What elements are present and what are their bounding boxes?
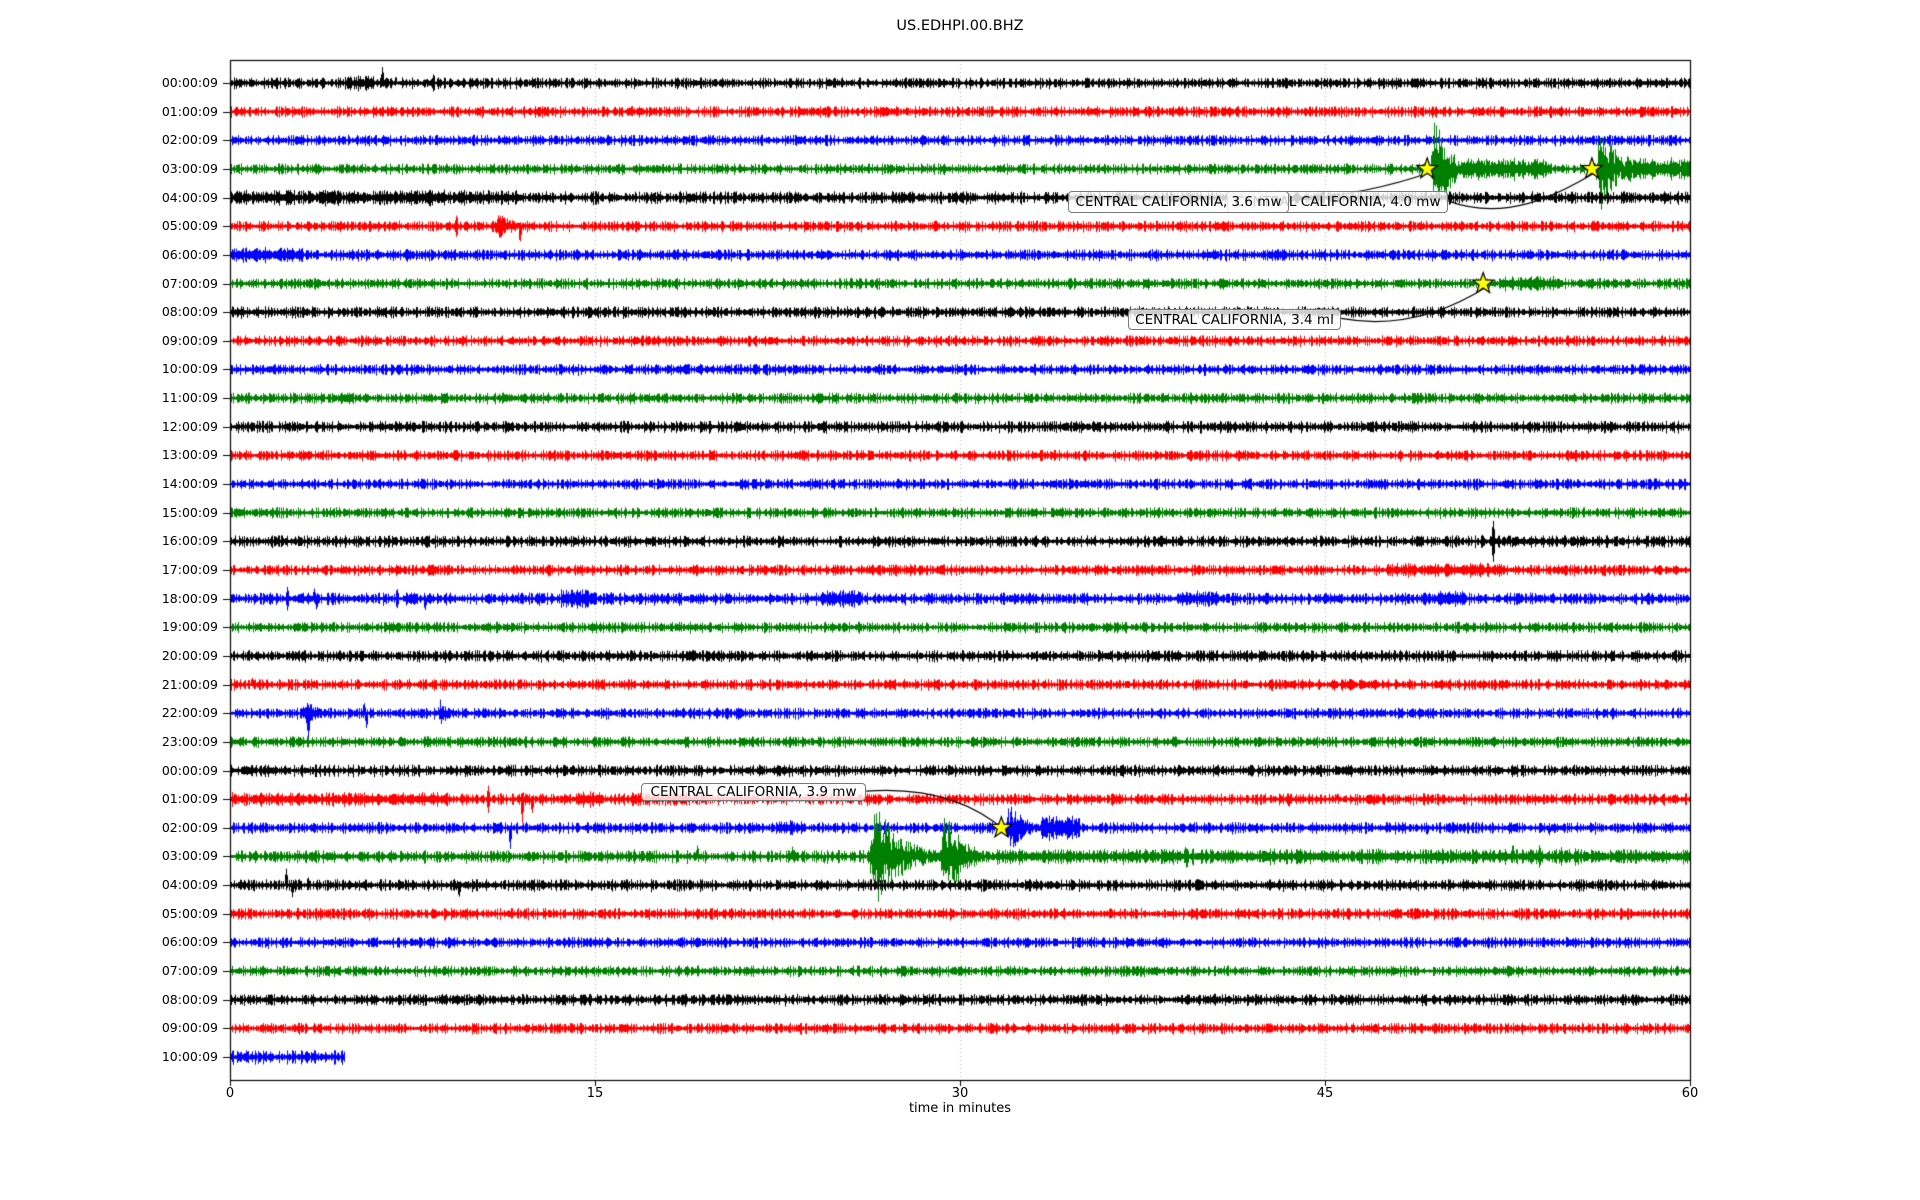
row-label: 04:00:09 <box>161 877 218 893</box>
row-label: 06:00:09 <box>161 934 218 950</box>
row-label: 01:00:09 <box>161 791 218 807</box>
x-tick-label: 60 <box>1681 1086 1699 1101</box>
row-label: 19:00:09 <box>161 619 218 635</box>
row-label: 18:00:09 <box>161 590 218 606</box>
row-label: 15:00:09 <box>161 504 218 520</box>
row-label: 02:00:09 <box>161 132 218 148</box>
row-label: 05:00:09 <box>161 218 218 234</box>
row-label: 03:00:09 <box>161 848 218 864</box>
row-label: 07:00:09 <box>161 963 218 979</box>
row-label: 02:00:09 <box>161 819 218 835</box>
row-label: 13:00:09 <box>161 447 218 463</box>
row-label: 09:00:09 <box>161 1020 218 1036</box>
row-label: 16:00:09 <box>161 533 218 549</box>
row-label: 10:00:09 <box>161 1048 218 1064</box>
chart-title: US.EDHPI.00.BHZ <box>896 18 1024 34</box>
row-label: 03:00:09 <box>161 160 218 176</box>
row-label: 04:00:09 <box>161 189 218 205</box>
row-label: 09:00:09 <box>161 332 218 348</box>
row-label: 08:00:09 <box>161 991 218 1007</box>
x-tick-label: 30 <box>951 1086 969 1101</box>
row-label: 11:00:09 <box>161 390 218 406</box>
event-annotation: CENTRAL CALIFORNIA, 3.9 mw <box>641 783 866 801</box>
x-tick-label: 45 <box>1316 1086 1334 1101</box>
row-label: 17:00:09 <box>161 561 218 577</box>
x-tick-label: 15 <box>586 1086 604 1101</box>
row-label: 07:00:09 <box>161 275 218 291</box>
row-label: 23:00:09 <box>161 733 218 749</box>
event-annotation: CENTRAL CALIFORNIA, 3.6 mw <box>1068 191 1289 213</box>
event-annotation: CENTRAL CALIFORNIA, 3.4 ml <box>1128 309 1341 330</box>
x-tick-label: 0 <box>225 1086 235 1101</box>
row-label: 08:00:09 <box>161 304 218 320</box>
x-axis-label: time in minutes <box>908 1101 1012 1116</box>
row-label: 10:00:09 <box>161 361 218 377</box>
row-label: 05:00:09 <box>161 905 218 921</box>
row-label: 21:00:09 <box>161 676 218 692</box>
row-label: 00:00:09 <box>161 75 218 90</box>
row-label: 14:00:09 <box>161 476 218 492</box>
row-label: 06:00:09 <box>161 246 218 262</box>
row-label: 00:00:09 <box>161 762 218 778</box>
row-label: 12:00:09 <box>161 418 218 434</box>
row-label: 01:00:09 <box>161 103 218 119</box>
row-label: 20:00:09 <box>161 647 218 663</box>
row-label: 22:00:09 <box>161 705 218 721</box>
